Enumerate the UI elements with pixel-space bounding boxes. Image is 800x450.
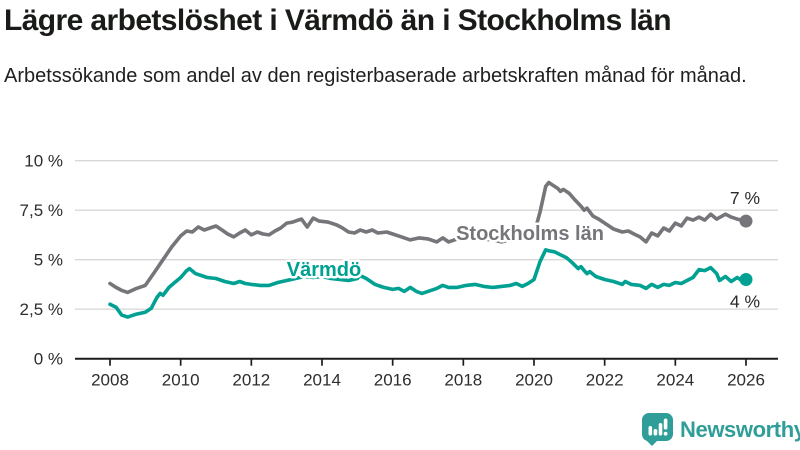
x-axis-label: 2022 <box>586 371 624 390</box>
end-value-label-stockholms-lan: 7 % <box>730 188 760 208</box>
y-axis-label: 10 % <box>24 152 63 171</box>
chart-title: Lägre arbetslöshet i Värmdö än i Stockho… <box>4 4 672 37</box>
newsworthy-logo: Newsworthy <box>642 413 800 446</box>
end-dot-varmdo <box>739 273 753 286</box>
series-label-varmdo: Värmdö <box>287 259 361 281</box>
y-axis-label: 0 % <box>34 350 63 369</box>
x-axis-label: 2012 <box>232 371 270 390</box>
series-label-stockholms-lan: Stockholms län <box>456 223 604 245</box>
end-value-label-varmdo: 4 % <box>730 292 760 312</box>
x-axis-label: 2018 <box>444 371 482 390</box>
brand-name: Newsworthy <box>680 416 800 442</box>
x-axis-label: 2026 <box>727 371 765 390</box>
x-axis-label: 2016 <box>374 371 412 390</box>
chart-subtitle: Arbetssökande som andel av den registerb… <box>4 65 747 87</box>
series-line-stockholms-lan <box>108 180 748 295</box>
x-axis-label: 2020 <box>515 371 553 390</box>
y-axis-label: 5 % <box>34 251 63 270</box>
bar-chart-speech-bubble-icon <box>642 413 673 446</box>
series-line-varmdo <box>108 248 748 319</box>
y-axis-label: 2,5 % <box>20 300 63 319</box>
x-axis-label: 2014 <box>303 371 341 390</box>
end-dot-stockholms-lan <box>739 214 753 228</box>
x-axis-label: 2024 <box>656 371 694 390</box>
y-axis-label: 7,5 % <box>20 201 63 220</box>
unemployment-line-chart: 0 % 2,5 % 5 % 7,5 % 10 % 2008 2010 2012 2014 2016… <box>20 152 778 390</box>
x-axis-label: 2008 <box>91 371 129 390</box>
x-axis-label: 2010 <box>162 371 200 390</box>
